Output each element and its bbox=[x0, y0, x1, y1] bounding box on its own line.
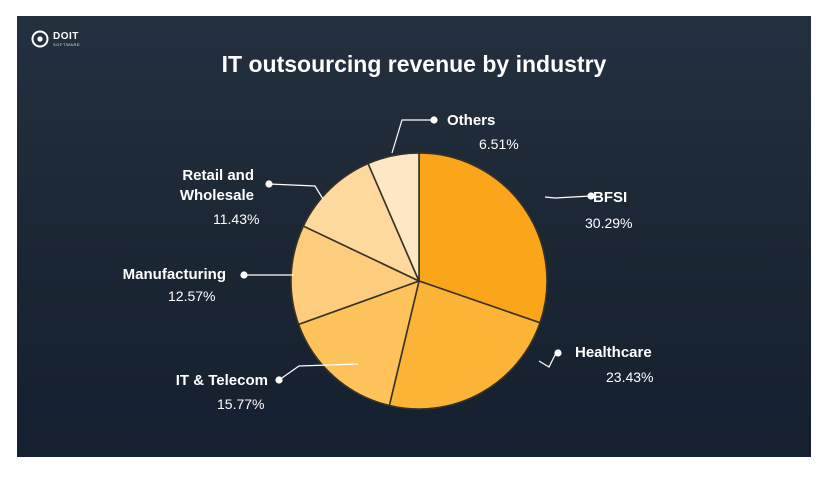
leader-line-it-telecom bbox=[278, 363, 359, 381]
slice-label-manufacturing: Manufacturing bbox=[123, 266, 226, 283]
leader-dot-it-telecom bbox=[275, 376, 283, 384]
pie-slice-others bbox=[367, 152, 420, 282]
slice-value-manufacturing: 12.57% bbox=[168, 288, 215, 304]
slice-label-it-telecom: IT & Telecom bbox=[176, 372, 268, 389]
pie-chart: BFSI 30.29% Healthcare 23.43% IT & Telecom 15… bbox=[123, 112, 654, 412]
pie-slice-retail-and-wholesale bbox=[302, 162, 420, 282]
pie-slice-healthcare bbox=[388, 280, 541, 410]
slice-label-healthcare: Healthcare bbox=[575, 344, 652, 361]
slice-value-retail-and-wholesale: 11.43% bbox=[213, 211, 259, 227]
slice-value-it-telecom: 15.77% bbox=[217, 396, 264, 412]
brand-subtitle: SOFTWARE bbox=[53, 41, 81, 47]
leader-line-retail-and-wholesale bbox=[268, 183, 324, 200]
slice-value-bfsi: 30.29% bbox=[585, 215, 632, 231]
slice-label-bfsi: BFSI bbox=[593, 189, 627, 206]
pie-slice-bfsi bbox=[418, 152, 548, 324]
brand-logo: DOIT SOFTWARE bbox=[31, 30, 80, 48]
leader-dot-healthcare bbox=[554, 349, 562, 357]
leader-dot-others bbox=[430, 116, 438, 124]
slice-label-others: Others bbox=[447, 112, 495, 129]
chart-title: IT outsourcing revenue by industry bbox=[221, 51, 607, 77]
leader-dot-retail-and-wholesale bbox=[265, 180, 273, 188]
slice-label-retail-and-wholesale-line-1: Retail and bbox=[182, 167, 254, 184]
leader-dot-bfsi bbox=[587, 192, 595, 200]
leader-line-bfsi bbox=[544, 195, 592, 199]
brand-logo-icon bbox=[31, 30, 49, 48]
slice-value-others: 6.51% bbox=[479, 136, 519, 152]
slice-label-retail-and-wholesale-line-2: Wholesale bbox=[180, 187, 254, 204]
brand-name: DOIT bbox=[53, 30, 79, 42]
leader-line-others bbox=[391, 119, 434, 154]
pie-slice-it-telecom bbox=[297, 280, 420, 407]
slice-value-healthcare: 23.43% bbox=[606, 369, 653, 385]
leader-line-healthcare bbox=[538, 352, 557, 368]
leader-dot-manufacturing bbox=[240, 271, 248, 279]
chart-card: DOIT SOFTWARE IT outsourcing revenue by … bbox=[17, 16, 811, 457]
